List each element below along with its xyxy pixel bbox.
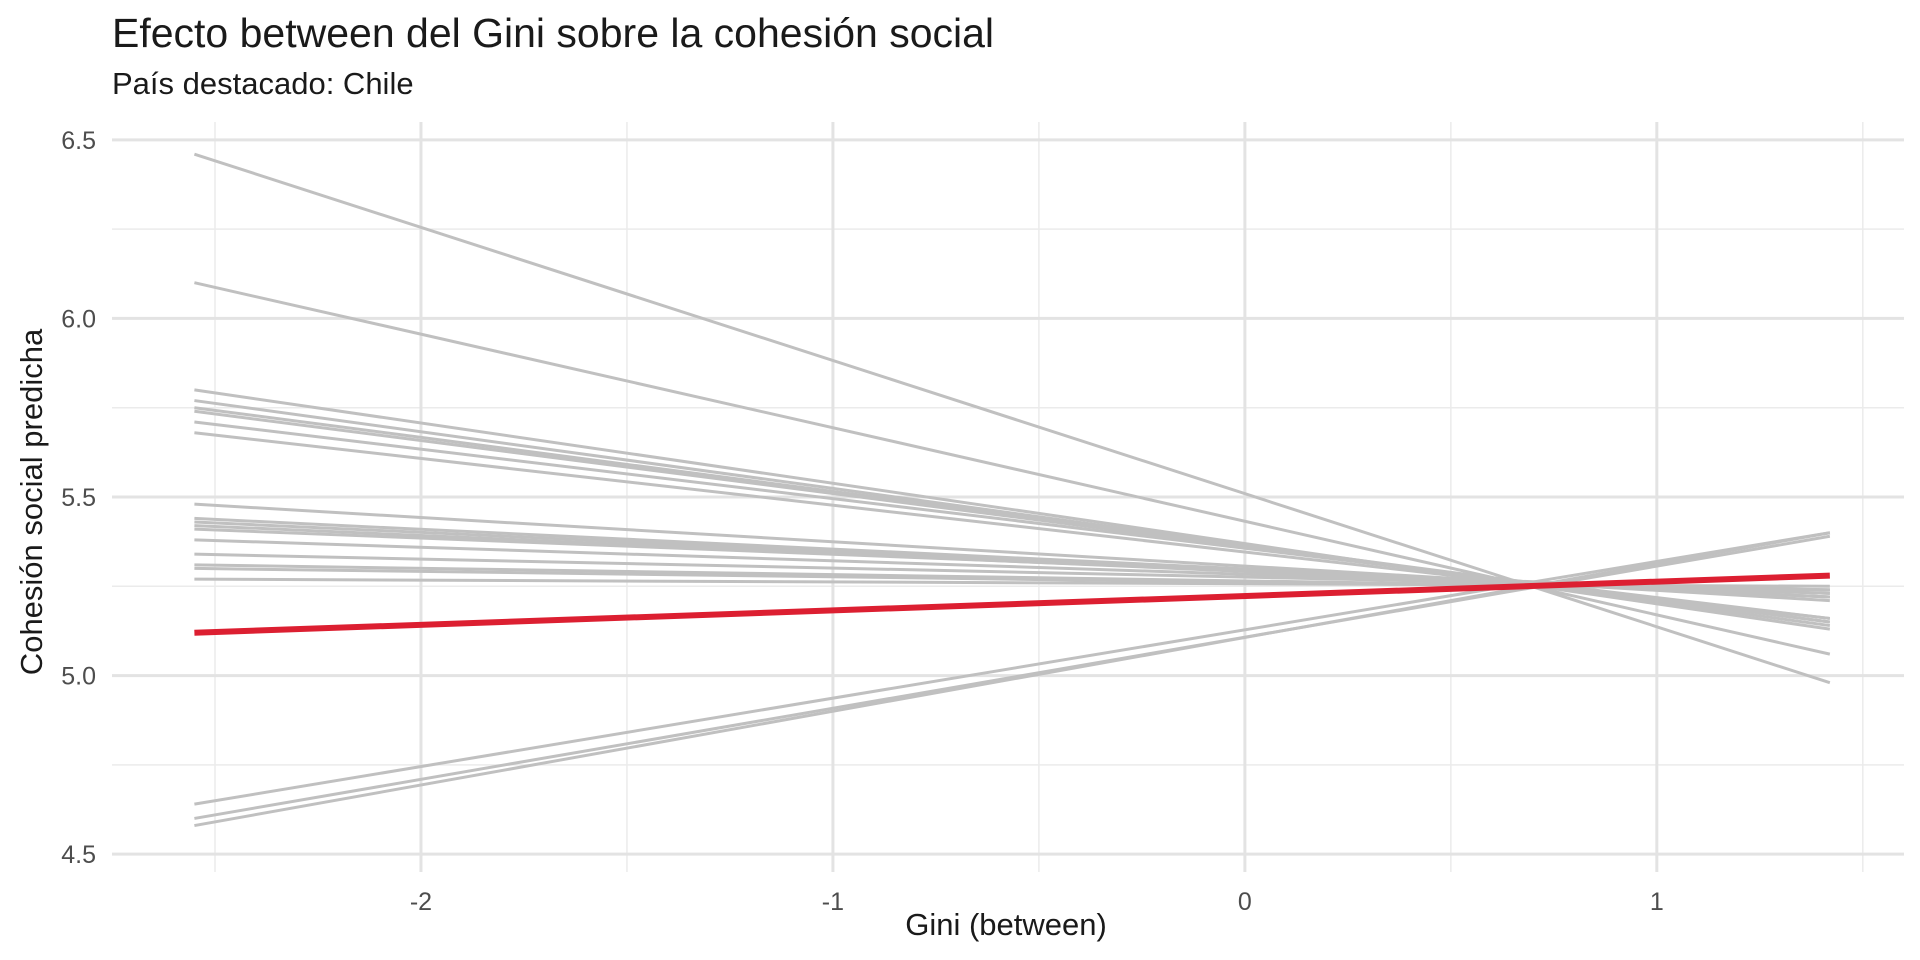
x-tick-label: 1 <box>1650 888 1664 916</box>
highlighted-series-lines <box>194 572 1830 636</box>
series-line <box>194 531 1831 806</box>
series-line <box>193 152 1831 685</box>
y-tick-label: 4.5 <box>61 841 96 869</box>
x-axis-title: Gini (between) <box>905 907 1107 942</box>
x-axis-tick-labels: -2 -1 0 1 <box>410 888 1664 916</box>
x-tick-label: -1 <box>822 888 844 916</box>
series-line <box>194 420 1831 620</box>
y-axis-tick-labels: 4.5 5.0 5.5 6.0 6.5 <box>61 127 96 869</box>
y-tick-label: 5.5 <box>61 484 96 512</box>
x-tick-label: -2 <box>410 888 432 916</box>
series-line <box>194 431 1831 620</box>
chart-title: Efecto between del Gini sobre la cohesió… <box>112 10 995 56</box>
gridlines <box>112 122 1904 872</box>
x-tick-label: 0 <box>1238 888 1252 916</box>
series-line-highlight <box>194 572 1830 636</box>
series-line <box>194 531 1831 828</box>
y-tick-label: 5.0 <box>61 663 96 691</box>
series-line <box>194 281 1831 656</box>
y-axis-title: Cohesión social predicha <box>14 328 49 675</box>
y-tick-label: 6.5 <box>61 127 96 155</box>
background-series-lines <box>193 152 1831 828</box>
chart-subtitle: País destacado: Chile <box>112 66 414 101</box>
y-tick-label: 6.0 <box>61 305 96 333</box>
